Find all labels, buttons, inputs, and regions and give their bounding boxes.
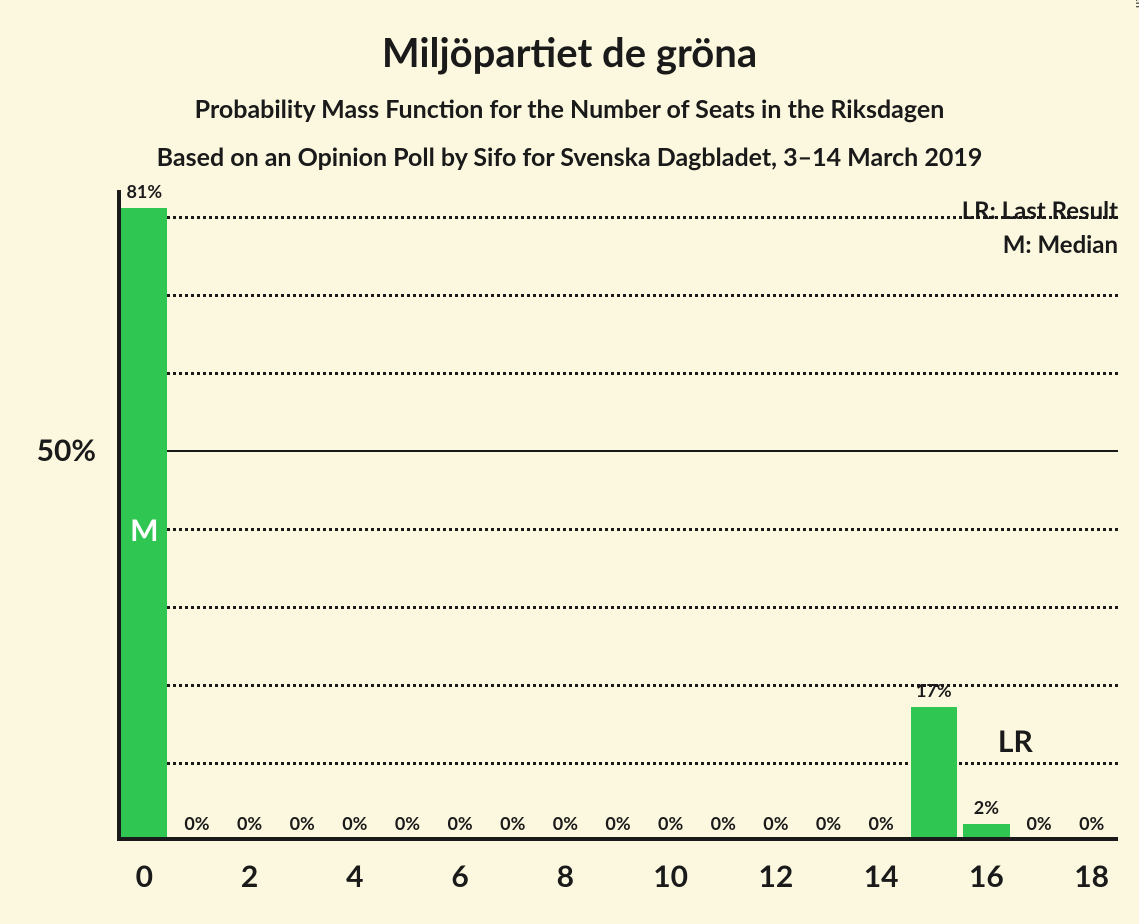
x-tick-label: 12 [758,858,793,894]
bar-value-label: 17% [916,679,952,701]
bar-value-label: 0% [447,812,472,834]
x-tick-label: 16 [969,858,1004,894]
bar-value-label: 0% [605,812,630,834]
x-tick-label: 10 [653,858,688,894]
x-tick-label: 14 [864,858,899,894]
legend-lr: LR: Last Result [962,196,1118,225]
gridline-major [118,450,1118,452]
bar-value-label: 2% [974,796,999,818]
gridline [118,372,1118,375]
gridline [118,528,1118,531]
x-tick-label: 18 [1074,858,1109,894]
bar-value-label: 0% [763,812,788,834]
gridline [118,294,1118,297]
bar-value-label: 0% [1079,812,1104,834]
bar-value-label: 0% [869,812,894,834]
x-axis [117,837,1118,841]
x-tick-label: 4 [346,858,363,894]
copyright-text: © 2020 Filip van Laenen [1133,0,1139,8]
last-result-marker: LR [998,723,1033,759]
chart-subtitle-1: Probability Mass Function for the Number… [0,94,1139,124]
y-axis [117,190,121,840]
bar-value-label: 0% [500,812,525,834]
bar-value-label: 0% [1026,812,1051,834]
x-tick-label: 6 [451,858,468,894]
gridline [118,684,1118,687]
x-tick-label: 8 [557,858,574,894]
bar-value-label: 0% [553,812,578,834]
median-marker: M [130,512,158,548]
bar-value-label: 0% [184,812,209,834]
gridline [118,606,1118,609]
gridline [118,762,1118,765]
x-tick-label: 2 [241,858,258,894]
bar-value-label: 0% [711,812,736,834]
chart-area: 81%0%0%0%0%0%0%0%0%0%0%0%0%0%0%17%2%0%0%… [118,200,1118,840]
bar-value-label: 0% [237,812,262,834]
bar [911,707,957,840]
bar-value-label: 0% [395,812,420,834]
bar-value-label: 0% [342,812,367,834]
chart-subtitle-2: Based on an Opinion Poll by Sifo for Sve… [0,142,1139,172]
x-tick-label: 0 [136,858,153,894]
legend-m: M: Median [1003,230,1118,259]
bar-value-label: 81% [126,180,162,202]
plot-area: 81%0%0%0%0%0%0%0%0%0%0%0%0%0%0%17%2%0%0%… [118,200,1118,840]
bar-value-label: 0% [290,812,315,834]
y-tick-label: 50% [37,432,96,468]
bar-value-label: 0% [816,812,841,834]
chart-title: Miljöpartiet de gröna [0,0,1139,76]
bar-value-label: 0% [658,812,683,834]
